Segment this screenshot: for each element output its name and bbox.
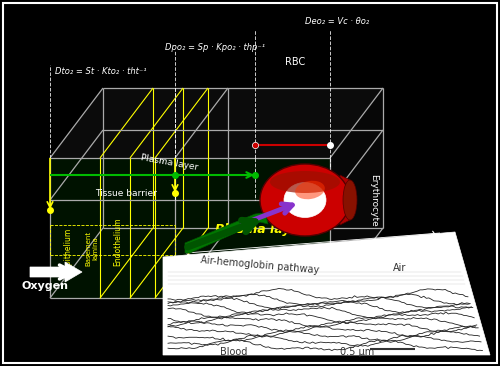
- Ellipse shape: [284, 183, 326, 217]
- Ellipse shape: [260, 164, 350, 236]
- Polygon shape: [50, 158, 330, 298]
- Polygon shape: [340, 175, 350, 225]
- Text: Deo₂ = Vc · θo₂: Deo₂ = Vc · θo₂: [305, 18, 369, 26]
- Text: Air-hemoglobin pathway: Air-hemoglobin pathway: [200, 255, 320, 275]
- Text: 0.5 µm: 0.5 µm: [340, 347, 374, 357]
- Text: RBC: RBC: [285, 57, 305, 67]
- Polygon shape: [163, 232, 490, 355]
- Polygon shape: [185, 213, 268, 253]
- Text: Blood: Blood: [220, 347, 248, 357]
- Text: Plasma layer: Plasma layer: [215, 224, 305, 236]
- Text: Basement
lamina: Basement lamina: [86, 231, 98, 266]
- Text: Air: Air: [394, 263, 406, 273]
- FancyArrowPatch shape: [33, 265, 74, 279]
- Text: Plasma layer: Plasma layer: [140, 153, 199, 172]
- Text: Oxygen: Oxygen: [22, 281, 68, 291]
- Ellipse shape: [270, 171, 340, 193]
- Polygon shape: [330, 88, 383, 298]
- Polygon shape: [50, 88, 383, 158]
- Polygon shape: [30, 262, 82, 282]
- Text: Erythrocyte: Erythrocyte: [370, 173, 378, 227]
- Ellipse shape: [343, 180, 357, 220]
- Text: Epithelium: Epithelium: [64, 227, 72, 269]
- Text: Tissue barrier: Tissue barrier: [95, 188, 157, 198]
- Text: Endothelium: Endothelium: [114, 218, 122, 266]
- Ellipse shape: [295, 181, 325, 199]
- Text: Dto₂ = St · Kto₂ · tht⁻¹: Dto₂ = St · Kto₂ · tht⁻¹: [55, 67, 146, 76]
- Text: Dpo₂ = Sp · Kpo₂ · thp⁻¹: Dpo₂ = Sp · Kpo₂ · thp⁻¹: [165, 44, 265, 52]
